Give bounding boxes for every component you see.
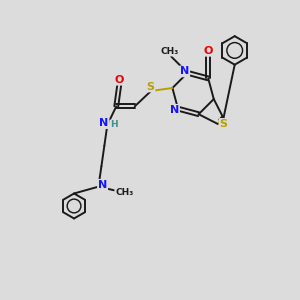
- Text: O: O: [203, 46, 213, 56]
- Text: CH₃: CH₃: [115, 188, 134, 197]
- Text: N: N: [98, 180, 107, 190]
- Text: S: S: [220, 119, 228, 129]
- Text: N: N: [99, 118, 108, 128]
- Text: N: N: [170, 105, 179, 115]
- Text: H: H: [110, 120, 118, 129]
- Text: O: O: [115, 75, 124, 85]
- Text: S: S: [146, 82, 154, 92]
- Text: N: N: [180, 66, 189, 76]
- Text: CH₃: CH₃: [160, 47, 179, 56]
